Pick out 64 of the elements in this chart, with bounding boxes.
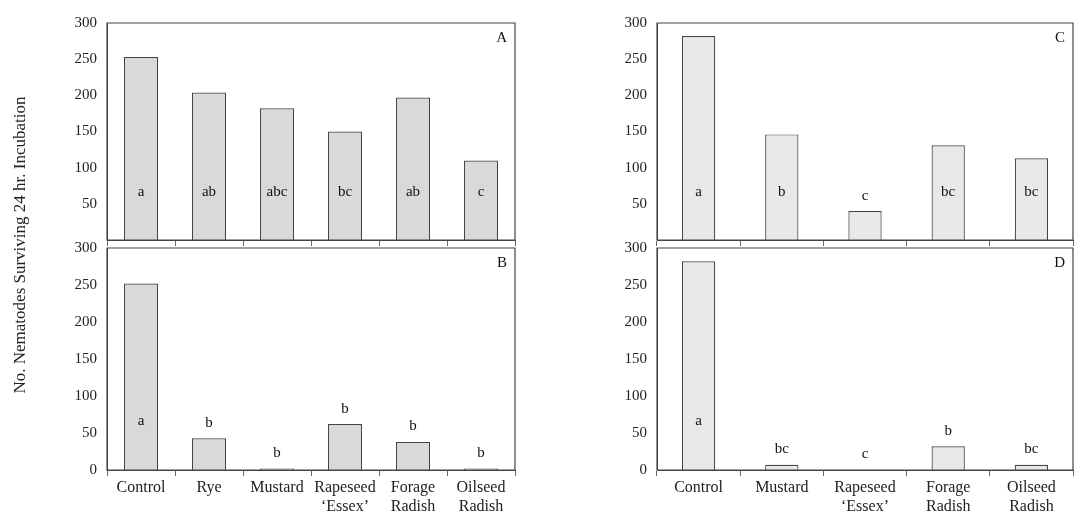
y-tick-label: 50 — [632, 423, 647, 440]
data-label: abc — [266, 183, 288, 200]
data-label: bc — [1024, 183, 1039, 200]
data-label: bc — [941, 183, 956, 200]
data-label: c — [861, 186, 869, 203]
data-label: a — [695, 183, 703, 200]
y-tick-label: 250 — [74, 275, 97, 292]
y-tick-label: 200 — [624, 86, 647, 103]
data-label: c — [861, 445, 869, 462]
data-label: ab — [201, 183, 217, 200]
y-tick-label: 250 — [74, 50, 97, 67]
y-tick-label: 0 — [89, 460, 97, 477]
y-tick-label: 200 — [74, 312, 97, 329]
annotation: A — [496, 29, 508, 46]
x-tick-label: Control — [116, 477, 166, 495]
data-label: bc — [1024, 440, 1039, 457]
y-tick-label: 100 — [74, 386, 97, 403]
data-label: b — [477, 443, 485, 460]
y-tick-label: 300 — [74, 238, 97, 255]
y-tick-label: 300 — [624, 238, 647, 255]
y-tick-label: 100 — [624, 386, 647, 403]
y-tick-label: 50 — [632, 194, 647, 211]
data-label: bc — [337, 183, 353, 200]
y-tick-label: 200 — [74, 86, 97, 103]
x-tick-label: Control — [674, 477, 724, 495]
y-tick-label: 50 — [82, 423, 97, 440]
x-tick-label: Mustard — [250, 477, 304, 495]
y-tick-label: 50 — [82, 194, 97, 211]
y-tick-label: 300 — [74, 13, 97, 30]
annotation: D — [1054, 254, 1066, 271]
y-tick-label: 150 — [624, 122, 647, 139]
x-tick-label: Mustard — [755, 477, 809, 495]
y-tick-label: 0 — [639, 460, 647, 477]
x-tick-label: Rapeseed ‘Essex’ — [314, 477, 376, 514]
y-axis-title: No. Nematodes Surviving 24 hr. Incubation — [10, 96, 30, 394]
y-tick-label: 150 — [624, 349, 647, 366]
y-tick-label: 300 — [624, 13, 647, 30]
data-label: b — [205, 413, 213, 430]
y-tick-label: 250 — [624, 50, 647, 67]
data-label: b — [273, 443, 281, 460]
x-tick-label: Forage Radish — [925, 477, 971, 514]
data-label: b — [944, 421, 952, 438]
annotation: B — [496, 254, 507, 271]
data-label: bc — [774, 440, 790, 457]
data-label: b — [409, 417, 417, 434]
data-label: ab — [405, 183, 421, 200]
y-tick-label: 100 — [624, 158, 647, 175]
data-label: a — [137, 183, 145, 200]
y-tick-label: 100 — [74, 158, 97, 175]
y-tick-label: 200 — [624, 312, 647, 329]
data-label: b — [778, 183, 786, 200]
y-tick-label: 150 — [74, 349, 97, 366]
data-label: a — [137, 412, 145, 429]
x-tick-label: Rapeseed ‘Essex’ — [834, 477, 896, 514]
annotation: C — [1054, 29, 1065, 46]
x-tick-label: Rye — [196, 477, 222, 496]
data-label: b — [341, 399, 349, 416]
data-label: a — [695, 412, 703, 429]
data-label: c — [477, 183, 485, 200]
y-tick-label: 150 — [74, 122, 97, 139]
x-tick-label: Oilseed Radish — [1006, 477, 1056, 514]
x-tick-label: Oilseed Radish — [456, 477, 506, 514]
x-tick-label: Forage Radish — [390, 477, 436, 514]
y-tick-label: 250 — [624, 275, 647, 292]
